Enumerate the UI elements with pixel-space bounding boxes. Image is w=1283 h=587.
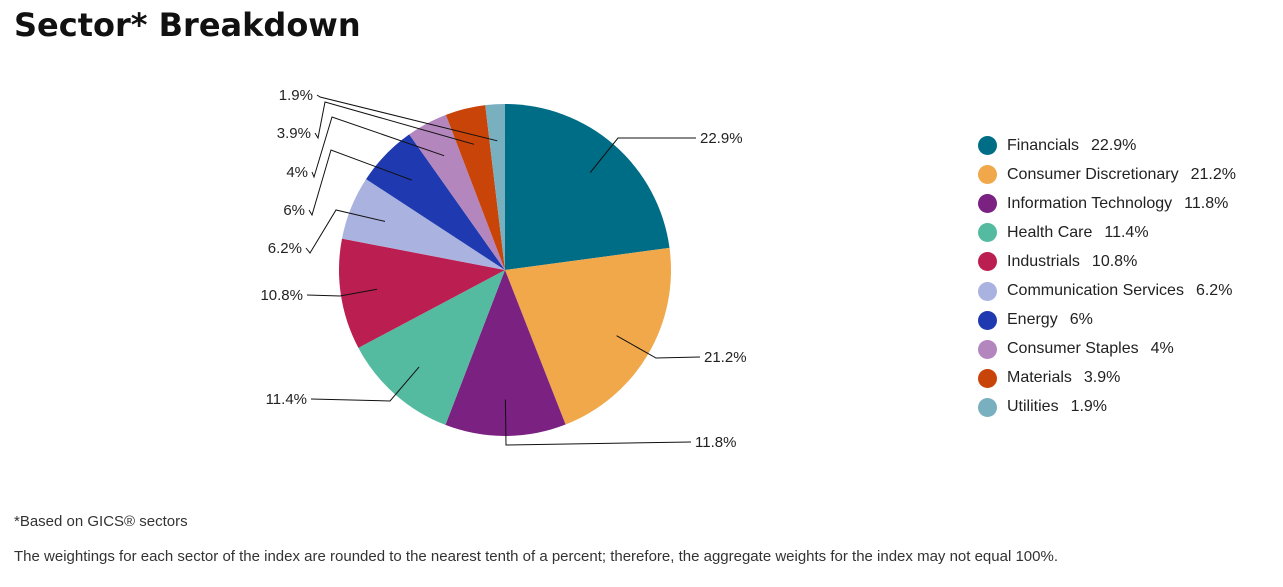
pie-slice-consumer-discretionary: [505, 247, 672, 425]
pie-slice-consumer-staples: [409, 114, 505, 270]
legend-label: Consumer Discretionary: [1007, 165, 1179, 183]
legend-swatch: [978, 339, 997, 359]
legend-label: Communication Services: [1007, 282, 1184, 300]
chart-title: Sector* Breakdown: [14, 6, 361, 44]
legend-value: 6.2%: [1195, 282, 1233, 300]
slice-data-label: 3.9%: [277, 125, 311, 142]
leader-line: [311, 116, 445, 179]
pie-slice-energy: [366, 134, 505, 270]
pie-slice-financials: [505, 104, 670, 270]
legend-swatch: [978, 368, 997, 388]
legend-swatch: [978, 310, 997, 330]
legend-swatch: [978, 281, 997, 301]
slice-data-label: 6.2%: [268, 240, 302, 257]
legend-swatch: [978, 136, 997, 156]
disclaimer: The weightings for each sector of the in…: [14, 548, 1058, 565]
legend-value: 6%: [1069, 311, 1093, 329]
legend-swatch: [978, 252, 997, 272]
legend-label: Utilities: [1007, 398, 1059, 416]
legend-label: Energy: [1007, 311, 1058, 329]
leader-line: [305, 209, 386, 254]
legend-value: 21.2%: [1190, 165, 1236, 183]
leader-line: [306, 288, 378, 297]
legend-value: 3.9%: [1083, 369, 1121, 387]
legend-swatch: [978, 223, 997, 243]
leader-line: [314, 101, 475, 145]
leader-line: [616, 335, 701, 359]
legend-label: Materials: [1007, 369, 1072, 387]
legend-value: 10.8%: [1091, 252, 1138, 270]
leader-line: [504, 399, 692, 446]
chart-legend: Financials 22.9% Consumer Discretionary 21.…: [978, 131, 1236, 422]
leader-lines: [305, 94, 701, 446]
legend-swatch: [978, 397, 997, 417]
pie-slice-information-technology: [445, 270, 566, 436]
slice-data-label: 4%: [286, 164, 308, 181]
leader-line: [589, 137, 696, 173]
legend-swatch: [978, 165, 997, 185]
legend-value: 22.9%: [1091, 136, 1137, 154]
pie-slice-industrials: [338, 238, 505, 348]
legend-value: 4%: [1150, 340, 1174, 358]
slice-labels: 22.9% 21.2% 11.8% 11.4% 10.8% 6.2% 6% 4% 3.9% 1.9…: [260, 87, 746, 451]
legend-value: 11.8%: [1184, 194, 1229, 212]
legend-label: Information Technology: [1007, 194, 1173, 212]
legend-item: Energy 6%: [978, 306, 1236, 335]
pie-slice-utilities: [485, 104, 505, 270]
legend-swatch: [978, 194, 997, 214]
slice-data-label: 21.2%: [704, 349, 747, 366]
slice-data-label: 11.8%: [695, 434, 736, 451]
legend-label: Industrials: [1007, 252, 1080, 270]
pie-slice-communication-services: [341, 179, 505, 270]
slice-data-label: 1.9%: [279, 87, 313, 104]
legend-label: Health Care: [1007, 223, 1093, 241]
legend-item: Consumer Discretionary 21.2%: [978, 160, 1236, 189]
legend-item: Materials 3.9%: [978, 364, 1236, 393]
slice-data-label: 11.4%: [266, 391, 307, 408]
legend-value: 11.4%: [1104, 223, 1149, 241]
legend-label: Consumer Staples: [1007, 340, 1139, 358]
legend-item: Communication Services 6.2%: [978, 276, 1236, 305]
slice-data-label: 6%: [283, 202, 305, 219]
legend-label: Financials: [1007, 136, 1080, 154]
footnote: *Based on GICS® sectors: [14, 513, 188, 530]
leader-line: [316, 94, 498, 142]
legend-item: Industrials 10.8%: [978, 247, 1236, 276]
legend-item: Health Care 11.4%: [978, 218, 1236, 247]
legend-item: Utilities 1.9%: [978, 393, 1236, 422]
pie-slice-health-care: [358, 270, 505, 425]
legend-item: Consumer Staples 4%: [978, 335, 1236, 364]
leader-line: [308, 149, 412, 217]
pie-slice-materials: [445, 105, 505, 271]
slice-data-label: 22.9%: [700, 130, 743, 147]
pie-slices: [338, 104, 672, 436]
legend-item: Information Technology 11.8%: [978, 189, 1236, 218]
leader-line: [310, 366, 420, 402]
legend-value: 1.9%: [1070, 398, 1108, 416]
slice-data-label: 10.8%: [260, 287, 303, 304]
legend-item: Financials 22.9%: [978, 131, 1236, 160]
